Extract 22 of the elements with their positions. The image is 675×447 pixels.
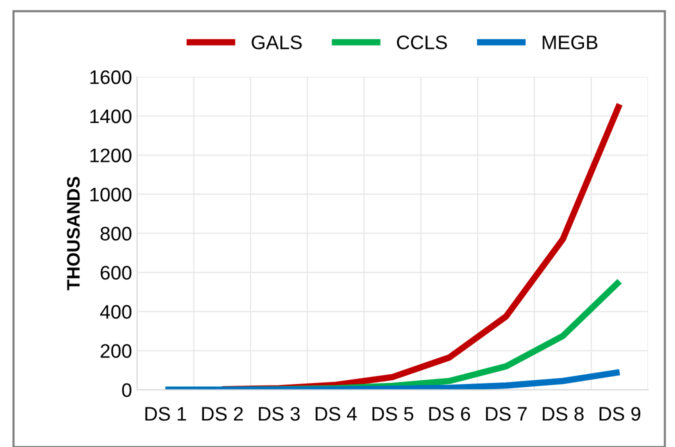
x-tick-label: DS 9 bbox=[600, 406, 640, 421]
legend-label: CCLS bbox=[396, 36, 447, 50]
y-tick-label: 600 bbox=[100, 266, 132, 280]
y-axis-title: THOUSANDS bbox=[67, 176, 80, 290]
legend-label: GALS bbox=[252, 36, 302, 50]
y-tick-label: 200 bbox=[100, 344, 132, 358]
y-tick-label: 1000 bbox=[90, 188, 132, 202]
y-tick-label: 800 bbox=[100, 226, 132, 241]
y-tick-label: 400 bbox=[100, 305, 132, 319]
y-tick-label: 1600 bbox=[90, 70, 132, 84]
y-tick-label: 1200 bbox=[90, 148, 132, 162]
x-tick-label: DS 4 bbox=[316, 406, 357, 421]
x-tick-label: DS 7 bbox=[486, 406, 527, 421]
x-tick-label: DS 8 bbox=[542, 406, 584, 421]
x-tick-label: DS 5 bbox=[372, 406, 414, 421]
x-tick-label: DS 6 bbox=[429, 406, 470, 421]
x-tick-label: DS 1 bbox=[145, 406, 186, 421]
y-tick-label: 1400 bbox=[90, 109, 132, 124]
x-tick-label: DS 3 bbox=[258, 406, 300, 421]
x-tick-label: DS 2 bbox=[202, 406, 243, 421]
legend-label: MEGB bbox=[542, 36, 598, 50]
y-tick-label: 0 bbox=[122, 383, 132, 398]
